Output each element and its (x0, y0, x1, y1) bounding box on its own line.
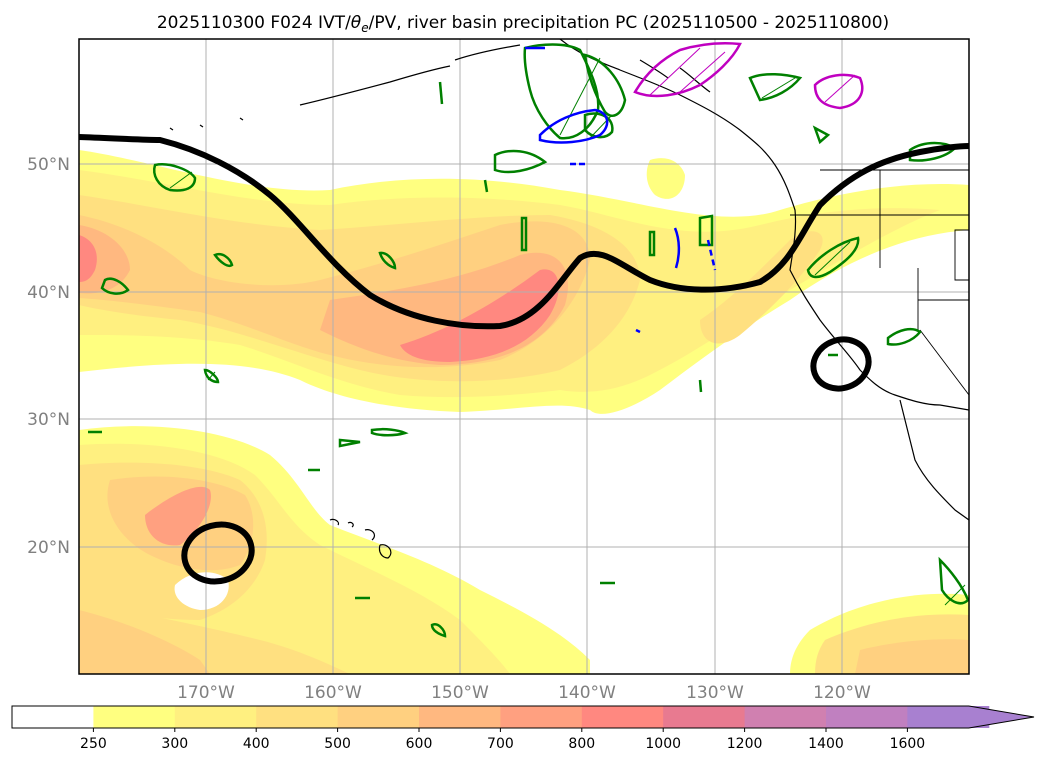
colorbar-tick-label: 600 (406, 736, 433, 752)
colorbar-tick-label: 1600 (890, 736, 926, 752)
pc-contour (370, 427, 409, 437)
magenta-hatching (649, 47, 856, 103)
pv-closed-loop-west (181, 521, 255, 585)
colorbar-segment (500, 706, 583, 728)
colorbar-tick-label: 1200 (727, 736, 763, 752)
colorbar-tick-label: 250 (80, 736, 107, 752)
pc-contour (806, 236, 860, 279)
lon-label: 130°W (686, 683, 744, 703)
pc-contour (438, 81, 444, 105)
lat-labels: 50°N 40°N 30°N 20°N (27, 155, 70, 558)
pc-contour (748, 73, 803, 102)
pc-contour (520, 216, 528, 252)
colorbar-segment (663, 706, 746, 728)
colorbar-segment (93, 706, 176, 728)
pc-contour (153, 163, 197, 192)
colorbar-tick-label: 400 (243, 736, 270, 752)
map-frame (78, 38, 970, 675)
pc-magenta-contours (633, 42, 864, 110)
baja-coast (899, 399, 969, 521)
coastlines (119, 39, 969, 559)
colorbar-tick-label: 800 (568, 736, 595, 752)
pc-contour (538, 108, 609, 144)
ivt-contour-500-southeast (855, 639, 969, 674)
pc-contour (635, 328, 641, 334)
lat-label: 20°N (27, 538, 70, 558)
lon-label: 120°W (813, 683, 871, 703)
colorbar-tick-label: 1400 (808, 736, 844, 752)
ivt-contour-500-southwest (79, 610, 210, 674)
pc-contour (213, 253, 234, 267)
ivt-contour-250-small (646, 158, 685, 199)
pc-contour (673, 227, 681, 269)
ivt-contour-1000-center (400, 269, 559, 362)
pc-green-contours (88, 43, 969, 638)
colorbar-tick-label: 500 (324, 736, 351, 752)
colorbar-tick-label: 300 (161, 736, 188, 752)
pc-contour (706, 239, 717, 271)
map-area (79, 39, 969, 674)
north-america-coast (299, 39, 969, 411)
lat-label: 50°N (27, 155, 70, 175)
pc-contour (812, 125, 831, 145)
pc-contour (430, 623, 447, 638)
pc-contour (698, 214, 714, 247)
lon-label: 170°W (177, 683, 235, 703)
colorbar-tick-label: 700 (487, 736, 514, 752)
hawaii-islands (329, 518, 392, 559)
ivt-contour-1000-west (79, 235, 97, 282)
pc-contour (583, 112, 614, 139)
colorbar-segment (174, 706, 257, 728)
ivt-contour-700-west (79, 225, 130, 294)
pc-contour (203, 368, 220, 384)
pv-closed-loop-east (810, 336, 872, 392)
colorbar-extend-arrow (907, 706, 1034, 728)
colorbar-segment (337, 706, 420, 728)
pc-contour (698, 379, 703, 393)
colorbar-segment (256, 706, 339, 728)
pc-hatching (169, 57, 966, 606)
pc-contour (886, 327, 922, 346)
pc-contour (378, 251, 397, 270)
lon-label: 160°W (304, 683, 362, 703)
colorbar: 250 300 400 500 600 700 800 1000 1200 1400 1600 (11, 705, 1035, 752)
map-title: 2025110300 F024 IVT/θe/PV, river basin p… (157, 13, 889, 35)
pc-contour (483, 179, 489, 193)
pc-contour (493, 149, 548, 174)
lat-label: 40°N (27, 283, 70, 303)
pv-contour-line (79, 134, 969, 330)
lon-label: 140°W (558, 683, 616, 703)
lat-label: 30°N (27, 410, 70, 430)
colorbar-segment (12, 706, 94, 728)
colorbar-tick-label: 1000 (645, 736, 681, 752)
pc-contour (583, 53, 627, 117)
colorbar-segment (581, 706, 664, 728)
colorbar-outline (11, 705, 1035, 729)
state-borders (790, 169, 969, 396)
colorbar-segment (419, 706, 501, 728)
colorbar-segment (826, 706, 908, 728)
pc-contour (648, 230, 656, 257)
lon-label: 150°W (431, 683, 489, 703)
pc-contour (338, 438, 361, 448)
pc-contour (938, 556, 969, 605)
colorbar-segment (744, 706, 827, 728)
pc-contour (813, 73, 864, 110)
pc-contour (100, 277, 130, 295)
lon-labels: 170°W 160°W 150°W 140°W 130°W 120°W (177, 683, 871, 703)
pc-contour (633, 42, 742, 98)
